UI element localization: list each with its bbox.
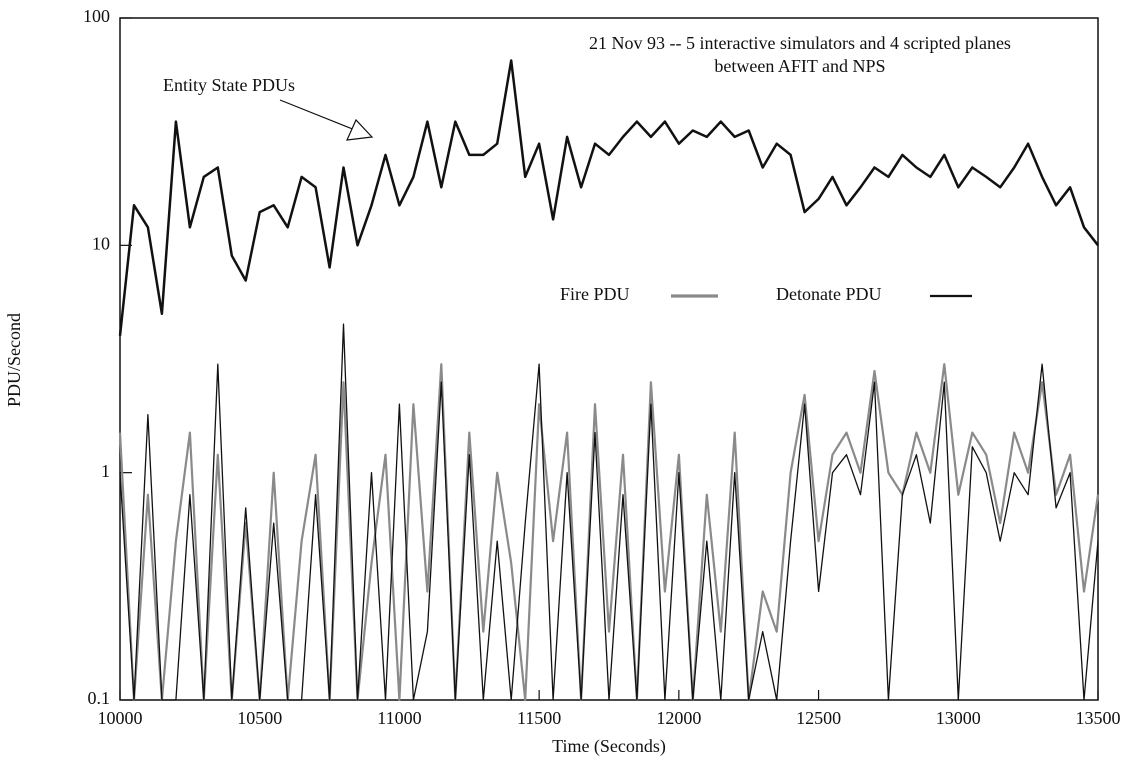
x-tick-label: 11500: [517, 708, 561, 728]
legend-label: Detonate PDU: [776, 284, 881, 304]
annotation: 21 Nov 93 -- 5 interactive simulators an…: [589, 33, 1011, 53]
y-tick-label: 10: [92, 233, 110, 253]
annotation: Entity State PDUs: [163, 75, 295, 95]
x-tick-label: 11000: [377, 708, 421, 728]
legend-label: Fire PDU: [560, 284, 630, 304]
y-tick-label: 0.1: [88, 688, 111, 708]
x-tick-label: 12500: [796, 708, 841, 728]
annotation: between AFIT and NPS: [714, 56, 885, 76]
series-line: [119, 323, 1099, 701]
x-tick-label: 10500: [237, 708, 282, 728]
y-tick-label: 1: [101, 461, 110, 481]
y-tick-label: 100: [83, 6, 110, 26]
x-tick-label: 12000: [656, 708, 701, 728]
x-tick-label: 13000: [936, 708, 981, 728]
y-axis-label: PDU/Second: [4, 313, 24, 407]
x-tick-label: 10000: [98, 708, 143, 728]
x-tick-label: 13500: [1076, 708, 1121, 728]
series-line: [118, 59, 1099, 336]
series-line: [118, 363, 1100, 702]
x-axis-label: Time (Seconds): [552, 736, 666, 757]
annotation-arrow: [279, 99, 374, 141]
